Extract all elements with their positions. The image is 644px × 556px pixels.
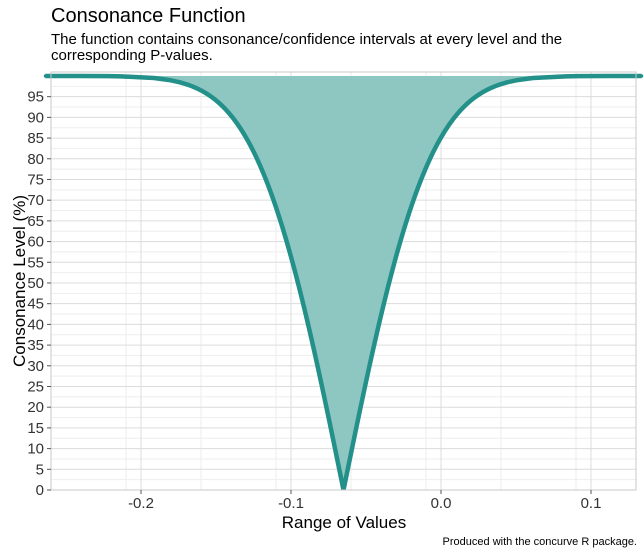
y-tick-label: 15	[27, 420, 44, 437]
y-tick-label: 30	[27, 358, 44, 375]
y-tick-label: 65	[27, 213, 44, 230]
y-tick-label: 10	[27, 441, 44, 458]
x-tick-label: -0.1	[278, 495, 304, 512]
tail-point	[43, 74, 47, 78]
panel-border	[50, 71, 637, 491]
y-tick-label: 70	[27, 192, 44, 209]
upper-limit-line	[341, 73, 642, 491]
chart-subtitle: The function contains consonance/confide…	[51, 31, 563, 64]
tail-point	[576, 74, 581, 78]
y-tick-label: 40	[27, 316, 44, 333]
x-tick-label: 0.1	[581, 495, 602, 512]
y-tick-label: 85	[27, 130, 44, 147]
y-tick-label: 5	[36, 461, 44, 478]
y-tick-label: 20	[27, 399, 44, 416]
y-tick-label: 95	[27, 89, 44, 106]
y-tick-label: 55	[27, 254, 44, 271]
tail-point	[68, 74, 72, 78]
tail-point	[640, 74, 644, 78]
tail-point	[564, 74, 568, 78]
y-tick-label: 60	[27, 234, 44, 251]
chart-caption: Produced with the concurve R package.	[442, 536, 637, 548]
y-tick-label: 0	[36, 482, 44, 499]
x-tick-label: -0.2	[128, 495, 154, 512]
tail-point	[615, 74, 619, 78]
consonance-area	[45, 75, 642, 490]
y-tick-label: 25	[27, 378, 44, 395]
y-tick-label: 75	[27, 171, 44, 188]
lower-limit-line	[45, 73, 346, 491]
chart-title: Consonance Function	[51, 5, 246, 27]
y-tick-label: 35	[27, 337, 44, 354]
y-tick-label: 45	[27, 296, 44, 313]
x-tick-label: 0.0	[431, 495, 452, 512]
y-tick-label: 90	[27, 109, 44, 126]
y-tick-label: 50	[27, 275, 44, 292]
x-axis-label: Range of Values	[281, 513, 407, 532]
tail-point	[604, 74, 608, 78]
y-tick-label: 80	[27, 151, 44, 168]
tail-point	[79, 74, 83, 78]
tail-point	[106, 74, 111, 78]
tail-point	[119, 74, 123, 78]
